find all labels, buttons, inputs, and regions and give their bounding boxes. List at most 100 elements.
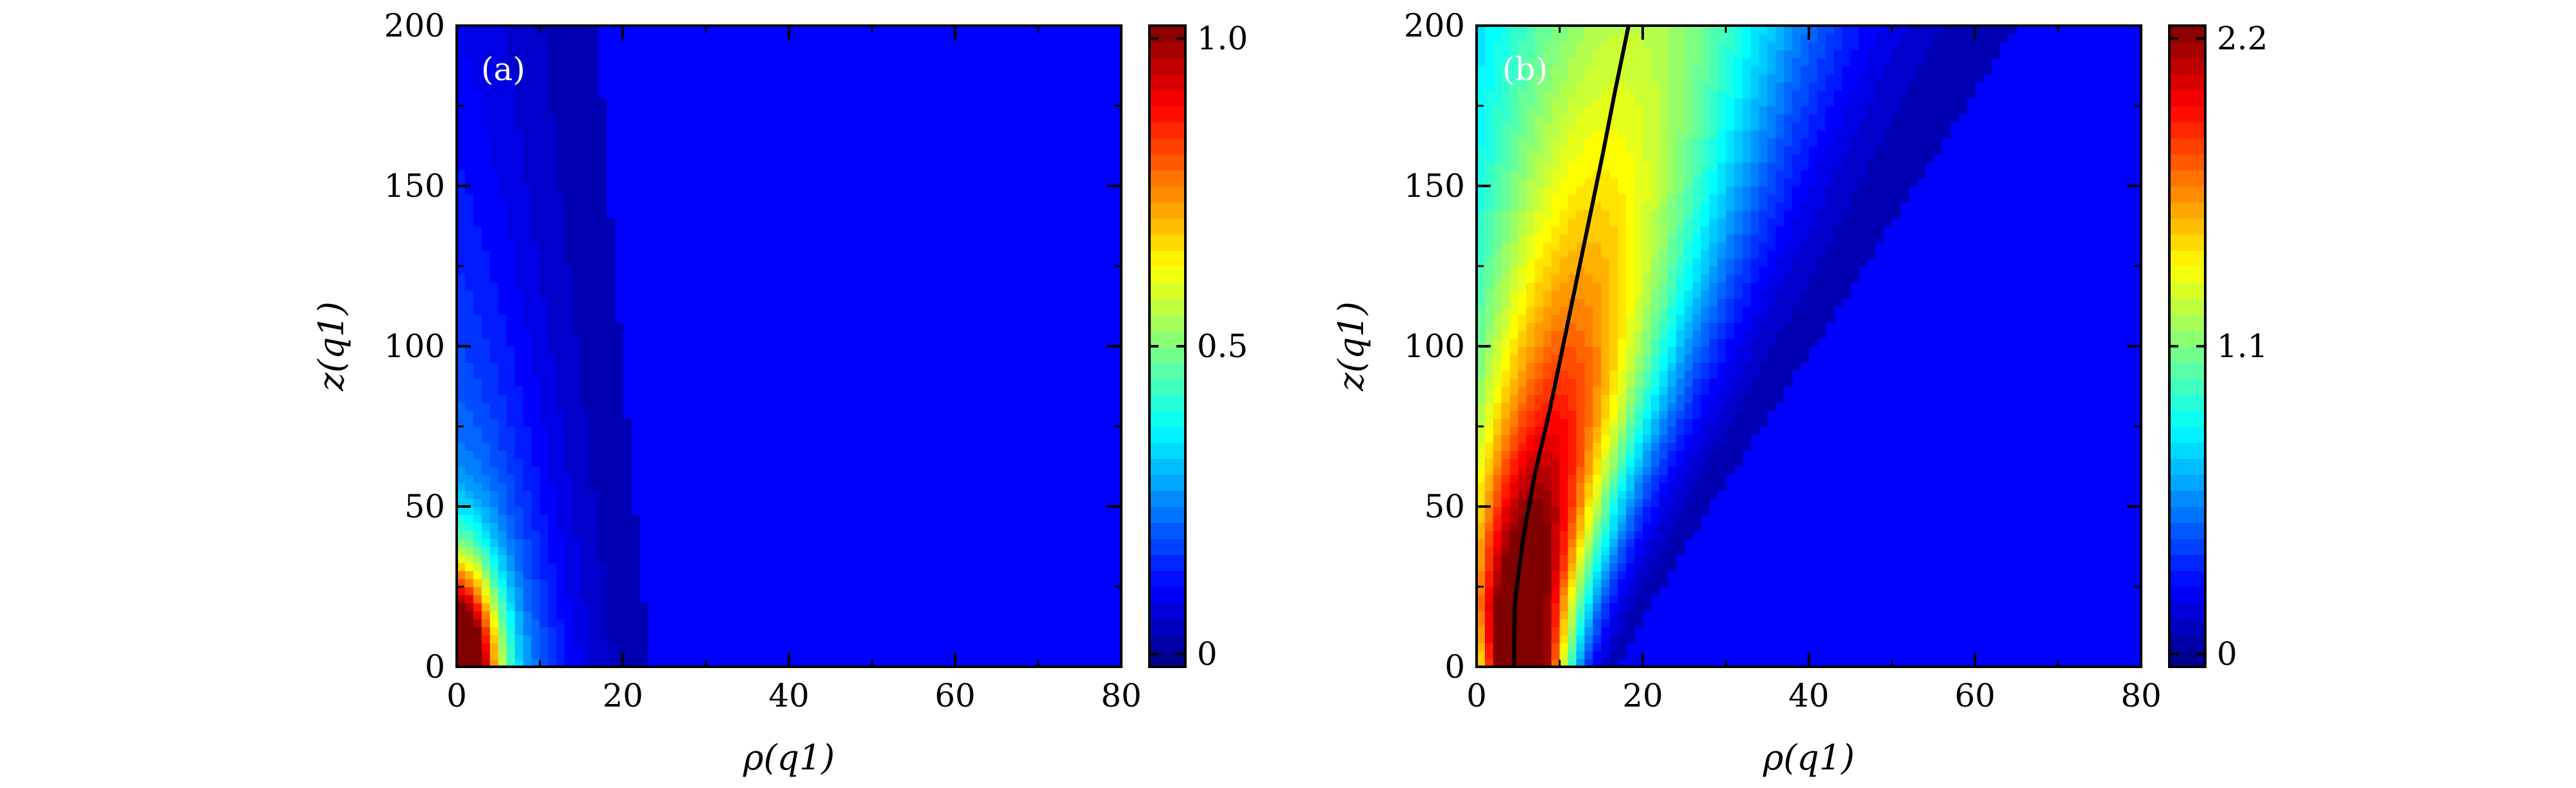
heatmap-cell: [506, 250, 516, 259]
heatmap-cell: [481, 74, 491, 83]
colorbar-segment: [1149, 298, 1185, 315]
heatmap-cell: [1842, 226, 1851, 235]
heatmap-cell: [1634, 514, 1643, 523]
heatmap-cell: [1568, 274, 1577, 283]
heatmap-cell: [1734, 113, 1743, 122]
heatmap-cell: [1593, 594, 1602, 603]
heatmap-cell: [1609, 562, 1618, 571]
heatmap-cell: [1684, 362, 1693, 371]
heatmap-cell: [1900, 138, 1910, 147]
heatmap-cell: [1584, 258, 1594, 267]
heatmap-cell: [606, 306, 615, 315]
heatmap-cell: [556, 226, 566, 235]
heatmap-cell: [531, 490, 541, 499]
heatmap-cell: [1750, 394, 1760, 403]
heatmap-cell: [473, 450, 482, 459]
heatmap-cell: [1759, 314, 1768, 323]
heatmap-cell: [1609, 619, 1618, 628]
heatmap-cell: [1477, 466, 1486, 475]
heatmap-cell: [506, 322, 516, 331]
heatmap-cell: [1626, 394, 1635, 403]
heatmap-cell: [1983, 65, 1992, 74]
heatmap-cell: [581, 266, 590, 275]
heatmap-cell: [1509, 42, 1519, 51]
heatmap-cell: [589, 539, 598, 548]
heatmap-cell: [489, 370, 499, 379]
heatmap-cell: [1526, 234, 1536, 243]
heatmap-cell: [539, 74, 549, 83]
heatmap-cell: [556, 523, 566, 532]
heatmap-cell: [1759, 178, 1768, 187]
heatmap-cell: [539, 202, 549, 211]
heatmap-cell: [514, 218, 524, 227]
heatmap-cell: [1709, 426, 1718, 435]
heatmap-cell: [1717, 33, 1727, 42]
heatmap-cell: [1501, 378, 1511, 387]
heatmap-cell: [1817, 314, 1826, 323]
heatmap-cell: [1643, 498, 1652, 507]
heatmap-cell: [564, 65, 574, 74]
heatmap-cell: [614, 386, 623, 395]
heatmap-cell: [581, 234, 590, 243]
heatmap-cell: [514, 74, 524, 83]
heatmap-cell: [1484, 587, 1494, 596]
heatmap-cell: [514, 523, 524, 532]
heatmap-cell: [1543, 642, 1552, 651]
heatmap-cell: [606, 571, 615, 580]
heatmap-cell: [473, 482, 482, 491]
heatmap-cell: [1593, 282, 1602, 291]
heatmap-cell: [489, 298, 499, 307]
heatmap-cell: [1584, 170, 1594, 179]
heatmap-cell: [1700, 138, 1710, 147]
heatmap-cell: [1717, 90, 1727, 99]
heatmap-cell: [1626, 466, 1635, 475]
heatmap-cell: [1593, 33, 1602, 42]
heatmap-cell: [1692, 450, 1702, 459]
heatmap-cell: [581, 290, 590, 299]
heatmap-cell: [539, 458, 549, 467]
heatmap-cell: [1559, 594, 1569, 603]
heatmap-cell: [1867, 234, 1876, 243]
heatmap-cell: [1493, 194, 1502, 203]
heatmap-cell: [1892, 202, 1901, 211]
heatmap-cell: [1609, 130, 1618, 138]
heatmap-cell: [1900, 49, 1910, 58]
heatmap-cell: [1568, 330, 1577, 339]
heatmap-cell: [631, 587, 640, 596]
heatmap-cell: [573, 33, 582, 42]
heatmap-cell: [1584, 378, 1594, 387]
heatmap-cell: [581, 274, 590, 283]
heatmap-cell: [531, 378, 541, 387]
heatmap-cell: [1634, 90, 1643, 99]
heatmap-cell: [589, 42, 598, 51]
heatmap-cell: [1675, 306, 1685, 315]
heatmap-cell: [1801, 210, 1809, 219]
heatmap-cell: [1609, 394, 1618, 403]
heatmap-cell: [1850, 65, 1860, 74]
heatmap-cell: [1609, 498, 1618, 507]
heatmap-cell: [506, 426, 516, 435]
heatmap-cell: [1725, 282, 1735, 291]
heatmap-cell: [1501, 290, 1511, 299]
heatmap-cell: [531, 274, 541, 283]
heatmap-cell: [1659, 234, 1668, 243]
heatmap-cell: [589, 658, 598, 667]
heatmap-cell: [1991, 49, 2001, 58]
heatmap-cell: [623, 514, 632, 523]
heatmap-cell: [1484, 146, 1494, 155]
heatmap-cell: [598, 394, 607, 403]
heatmap-cell: [573, 603, 582, 612]
heatmap-cell: [1709, 226, 1718, 235]
heatmap-cell: [1543, 258, 1552, 267]
heatmap-cell: [1518, 234, 1527, 243]
heatmap-cell: [506, 610, 516, 619]
heatmap-cell: [1734, 90, 1743, 99]
heatmap-cell: [1725, 210, 1735, 219]
heatmap-cell: [514, 539, 524, 548]
heatmap-cell: [481, 490, 491, 499]
heatmap-cell: [1759, 266, 1768, 275]
heatmap-cell: [1518, 26, 1527, 35]
heatmap-cell: [1684, 306, 1693, 315]
heatmap-cell: [1684, 97, 1693, 106]
heatmap-cell: [1501, 298, 1511, 307]
